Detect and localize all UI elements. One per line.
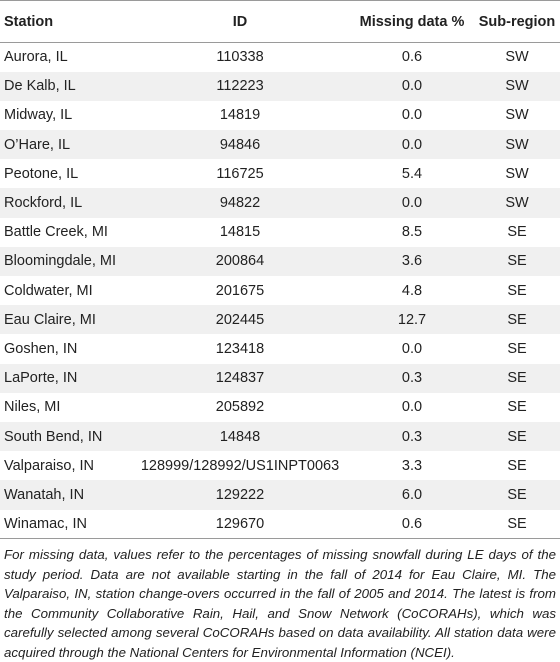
cell-id: 129222 [130,480,350,510]
cell-missing-data: 0.3 [350,363,474,393]
cell-station: Bloomingdale, MI [0,246,130,276]
cell-id: 123418 [130,334,350,364]
cell-id: 128999/128992/US1INPT0063 [130,451,350,481]
table-row: Niles, MI 205892 0.0 SE [0,392,560,422]
cell-missing-data: 8.5 [350,217,474,247]
cell-sub-region: SE [474,217,560,247]
header-id: ID [130,0,350,43]
table-row: Rockford, IL 94822 0.0 SW [0,188,560,218]
cell-id: 202445 [130,305,350,335]
cell-id: 124837 [130,363,350,393]
station-table: Station ID Missing data % Sub-region Aur… [0,0,560,540]
cell-id: 205892 [130,392,350,422]
cell-missing-data: 3.6 [350,246,474,276]
cell-missing-data: 0.0 [350,392,474,422]
cell-station: LaPorte, IN [0,363,130,393]
cell-id: 129670 [130,509,350,540]
cell-sub-region: SE [474,421,560,452]
table-row: LaPorte, IN 124837 0.3 SE [0,363,560,393]
cell-sub-region: SW [474,42,560,72]
cell-station: Coldwater, MI [0,276,130,306]
cell-missing-data: 3.3 [350,451,474,481]
table-row: Peotone, IL 116725 5.4 SW [0,159,560,189]
cell-sub-region: SW [474,71,560,101]
cell-sub-region: SW [474,130,560,160]
cell-station: Niles, MI [0,392,130,422]
table-row: Wanatah, IN 129222 6.0 SE [0,480,560,510]
table-row: Bloomingdale, MI 200864 3.6 SE [0,246,560,276]
cell-sub-region: SW [474,159,560,189]
cell-missing-data: 4.8 [350,276,474,306]
cell-missing-data: 5.4 [350,159,474,189]
table-row: Coldwater, MI 201675 4.8 SE [0,276,560,306]
cell-station: Rockford, IL [0,188,130,218]
cell-station: Battle Creek, MI [0,217,130,247]
cell-sub-region: SE [474,305,560,335]
cell-id: 112223 [130,71,350,101]
cell-id: 14848 [130,421,350,452]
cell-id: 14819 [130,100,350,131]
header-missing-data: Missing data % [350,0,474,43]
header-sub-region: Sub-region [474,0,560,43]
cell-station: De Kalb, IL [0,71,130,101]
cell-sub-region: SE [474,509,560,540]
cell-station: Midway, IL [0,100,130,131]
cell-sub-region: SE [474,480,560,510]
cell-id: 200864 [130,246,350,276]
cell-station: Peotone, IL [0,159,130,189]
cell-missing-data: 0.6 [350,42,474,72]
cell-id: 110338 [130,42,350,72]
cell-sub-region: SE [474,392,560,422]
cell-station: Goshen, IN [0,334,130,364]
cell-station: Wanatah, IN [0,480,130,510]
cell-missing-data: 6.0 [350,480,474,510]
table-row: O’Hare, IL 94846 0.0 SW [0,130,560,160]
cell-id: 94846 [130,130,350,160]
table-row: Goshen, IN 123418 0.0 SE [0,334,560,364]
cell-id: 201675 [130,276,350,306]
cell-missing-data: 0.0 [350,100,474,131]
table-row: Aurora, IL 110338 0.6 SW [0,42,560,72]
cell-id: 94822 [130,188,350,218]
cell-sub-region: SE [474,276,560,306]
table-row: Battle Creek, MI 14815 8.5 SE [0,217,560,247]
cell-sub-region: SE [474,334,560,364]
cell-sub-region: SW [474,100,560,131]
cell-missing-data: 0.0 [350,334,474,364]
cell-id: 116725 [130,159,350,189]
header-station: Station [0,0,130,43]
cell-sub-region: SE [474,363,560,393]
table-row: Midway, IL 14819 0.0 SW [0,100,560,131]
cell-station: Winamac, IN [0,509,130,540]
table-row: Eau Claire, MI 202445 12.7 SE [0,305,560,335]
table-row: South Bend, IN 14848 0.3 SE [0,421,560,452]
cell-sub-region: SE [474,246,560,276]
cell-missing-data: 0.6 [350,509,474,540]
table-row: De Kalb, IL 112223 0.0 SW [0,71,560,101]
cell-sub-region: SW [474,188,560,218]
cell-missing-data: 0.0 [350,130,474,160]
table-row: Winamac, IN 129670 0.6 SE [0,509,560,540]
cell-id: 14815 [130,217,350,247]
cell-station: South Bend, IN [0,421,130,452]
cell-missing-data: 12.7 [350,305,474,335]
table-body: Aurora, IL 110338 0.6 SW De Kalb, IL 112223 0.… [0,42,560,540]
table-header-row: Station ID Missing data % Sub-region [0,0,560,43]
cell-missing-data: 0.0 [350,71,474,101]
cell-missing-data: 0.0 [350,188,474,218]
cell-station: O’Hare, IL [0,130,130,160]
cell-missing-data: 0.3 [350,421,474,452]
cell-station: Aurora, IL [0,42,130,72]
cell-sub-region: SE [474,451,560,481]
table-footnote: For missing data, values refer to the pe… [4,547,556,660]
table-row: Valparaiso, IN 128999/128992/US1INPT0063 3… [0,451,560,481]
cell-station: Eau Claire, MI [0,305,130,335]
cell-station: Valparaiso, IN [0,451,130,481]
